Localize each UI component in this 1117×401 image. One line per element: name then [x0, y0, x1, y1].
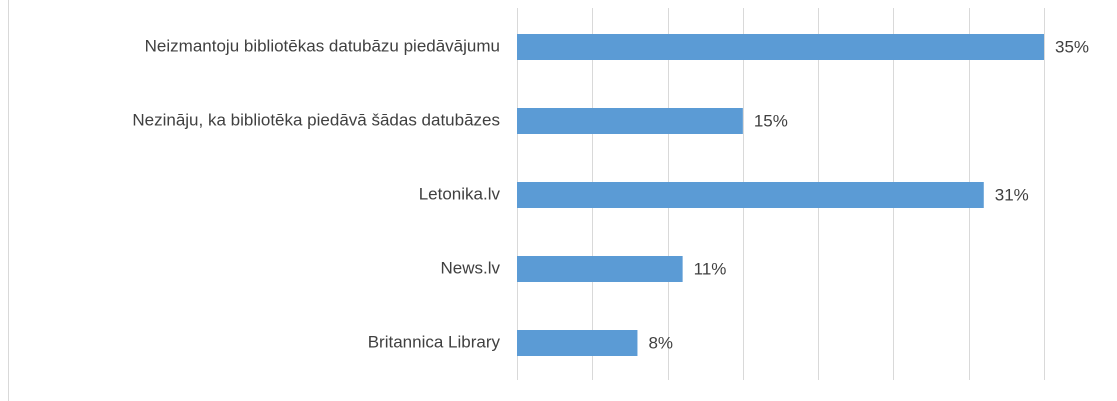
bar [517, 182, 984, 208]
bar [517, 330, 638, 356]
bar [517, 108, 743, 134]
data-label: 11% [694, 259, 727, 278]
category-label: Britannica Library [368, 332, 501, 351]
category-label: Letonika.lv [419, 184, 501, 203]
data-label: 8% [648, 333, 673, 352]
data-label: 31% [995, 185, 1029, 204]
data-label: 35% [1055, 37, 1089, 56]
category-label: News.lv [440, 258, 500, 277]
category-label: Neizmantoju bibliotēkas datubāzu piedāvā… [145, 36, 500, 55]
data-label: 15% [754, 111, 788, 130]
bar [517, 34, 1044, 60]
category-label: Nezināju, ka bibliotēka piedāvā šādas da… [132, 110, 500, 129]
bar [517, 256, 683, 282]
